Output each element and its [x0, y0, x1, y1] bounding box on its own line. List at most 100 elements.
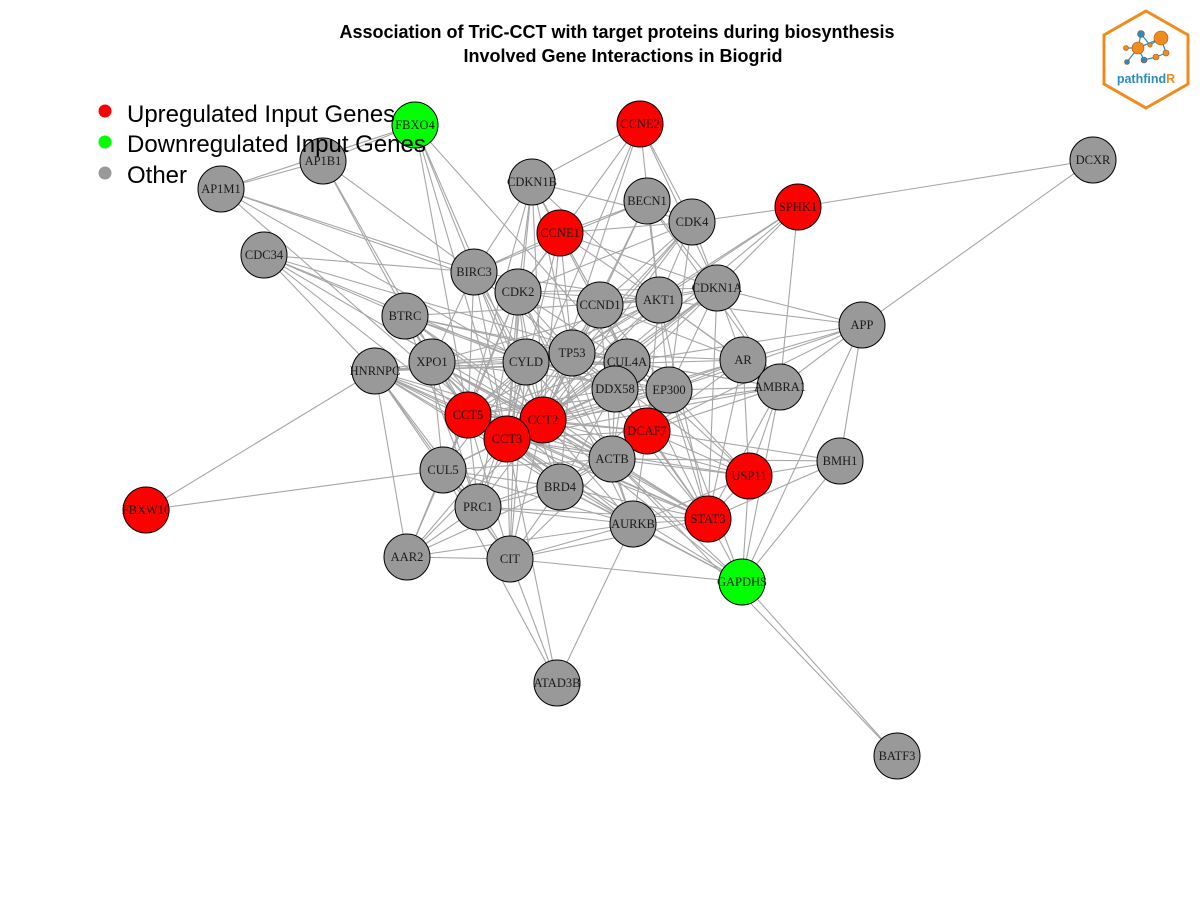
node-birc3: BIRC3: [450, 248, 498, 296]
node-ep300: EP300: [645, 366, 693, 414]
edge-hnrnpc-fbxw10: [145, 370, 376, 511]
node-label: FBXW10: [122, 503, 171, 517]
node-circle: [623, 407, 671, 455]
node-circle: [494, 268, 542, 316]
node-circle: [588, 435, 636, 483]
node-label: TP53: [558, 346, 585, 360]
node-label: ATAD3B: [534, 676, 581, 690]
node-circle: [1069, 136, 1117, 184]
node-circle: [838, 301, 886, 349]
node-cdkn1a: CDKN1A: [692, 264, 742, 312]
node-circle: [502, 338, 550, 386]
node-label: BRD4: [544, 480, 577, 494]
node-label: BTRC: [389, 309, 422, 323]
node-cul4a: CUL4A: [603, 338, 651, 386]
node-label: CUL4A: [607, 355, 647, 369]
node-label: AKT1: [643, 293, 675, 307]
node-dcaf7: DCAF7: [623, 407, 671, 455]
edge-ccne2-cct3: [506, 123, 641, 440]
edge-cul5-fbxw10: [145, 469, 444, 511]
edge-actb-batf3: [611, 458, 898, 757]
node-circle: [725, 452, 773, 500]
node-circle: [645, 366, 693, 414]
node-label: CCNE1: [540, 226, 580, 240]
edge-actb-bmh1: [611, 458, 841, 462]
node-circle: [197, 165, 245, 213]
node-aurkb: AURKB: [609, 500, 657, 548]
node-label: CCND1: [580, 298, 621, 312]
node-label: CDK4: [676, 215, 709, 229]
node-bmh1: BMH1: [816, 437, 864, 485]
node-ccne1: CCNE1: [536, 209, 584, 257]
edge-akt1-cct2: [542, 299, 660, 421]
node-circle: [609, 500, 657, 548]
node-fbxw10: FBXW10: [122, 486, 171, 534]
edge-hnrnpc-stat3: [374, 370, 709, 520]
node-tp53: TP53: [548, 329, 596, 377]
edge-bmh1-stat3: [707, 460, 841, 520]
edge-aurkb-atad3b: [556, 523, 634, 684]
node-label: CCNE2: [620, 117, 660, 131]
legend-item-other: Other: [98, 162, 187, 189]
node-label: BIRC3: [456, 265, 491, 279]
edge-ccnd1-ar: [599, 304, 744, 361]
title: Association of TriC-CCT with target prot…: [339, 22, 894, 66]
node-label: ACTB: [595, 452, 628, 466]
edge-cdk4-cct2: [542, 221, 693, 421]
logo-node: [1147, 42, 1153, 48]
node-label: CDKN1B: [507, 175, 557, 189]
node-circle: [816, 437, 864, 485]
node-label: STAT3: [690, 512, 725, 526]
legend-label-down: Downregulated Input Genes: [127, 131, 426, 158]
node-dcxr: DCXR: [1069, 136, 1117, 184]
node-cul5: CUL5: [419, 446, 467, 494]
logo-node: [1123, 45, 1129, 51]
node-circle: [444, 391, 492, 439]
node-label: DCXR: [1076, 153, 1111, 167]
node-atad3b: ATAD3B: [533, 659, 581, 707]
title-line-1: Association of TriC-CCT with target prot…: [339, 22, 894, 42]
node-ccne2: CCNE2: [616, 100, 664, 148]
node-cdkn1b: CDKN1B: [507, 158, 557, 206]
edge-cdkn1a-app: [716, 287, 863, 326]
node-cit: CIT: [486, 535, 534, 583]
logo-node: [1162, 49, 1170, 57]
edge-cdkn1a-tp53: [571, 287, 718, 354]
node-label: FBXO4: [395, 118, 435, 132]
edge-dcxr-app: [861, 159, 1094, 326]
edge-xpo1-stat3: [431, 361, 709, 520]
node-circle: [623, 177, 671, 225]
node-sphk1: SPHK1: [774, 183, 822, 231]
node-ap1m1: AP1M1: [197, 165, 245, 213]
node-cyld: CYLD: [502, 338, 550, 386]
node-label: BMH1: [823, 454, 858, 468]
logo-node: [1152, 53, 1160, 61]
node-fbxo4: FBXO4: [391, 101, 439, 149]
node-circle: [486, 535, 534, 583]
legend-item-downregulated: Downregulated Input Genes: [98, 131, 426, 158]
node-label: CCT5: [453, 408, 484, 422]
node-label: DCAF7: [627, 424, 667, 438]
node-label: CDK2: [502, 285, 535, 299]
node-circle: [450, 248, 498, 296]
node-circle: [719, 336, 767, 384]
node-xpo1: XPO1: [408, 338, 456, 386]
edge-stat3-cit: [509, 518, 709, 560]
node-hnrnpc: HNRNPC: [350, 347, 400, 395]
node-label: BECN1: [627, 194, 667, 208]
node-label: AP1M1: [201, 182, 241, 196]
node-circle: [351, 347, 399, 395]
edge-ap1b1-birc3: [322, 160, 475, 273]
node-circle: [668, 198, 716, 246]
node-ap1b1: AP1B1: [299, 137, 347, 185]
node-circle: [299, 137, 347, 185]
node-circle: [508, 158, 556, 206]
node-label: PRC1: [463, 500, 493, 514]
edge-ambra1-stat3: [707, 386, 781, 520]
edge-btrc-tp53: [404, 315, 573, 354]
edge-ccne1-cdkn1a: [559, 232, 718, 289]
legend-swatch-other: [98, 166, 112, 180]
node-gapdhs: GAPDHS: [717, 558, 767, 606]
node-circle: [536, 463, 584, 511]
legend-swatch-down: [98, 135, 112, 149]
